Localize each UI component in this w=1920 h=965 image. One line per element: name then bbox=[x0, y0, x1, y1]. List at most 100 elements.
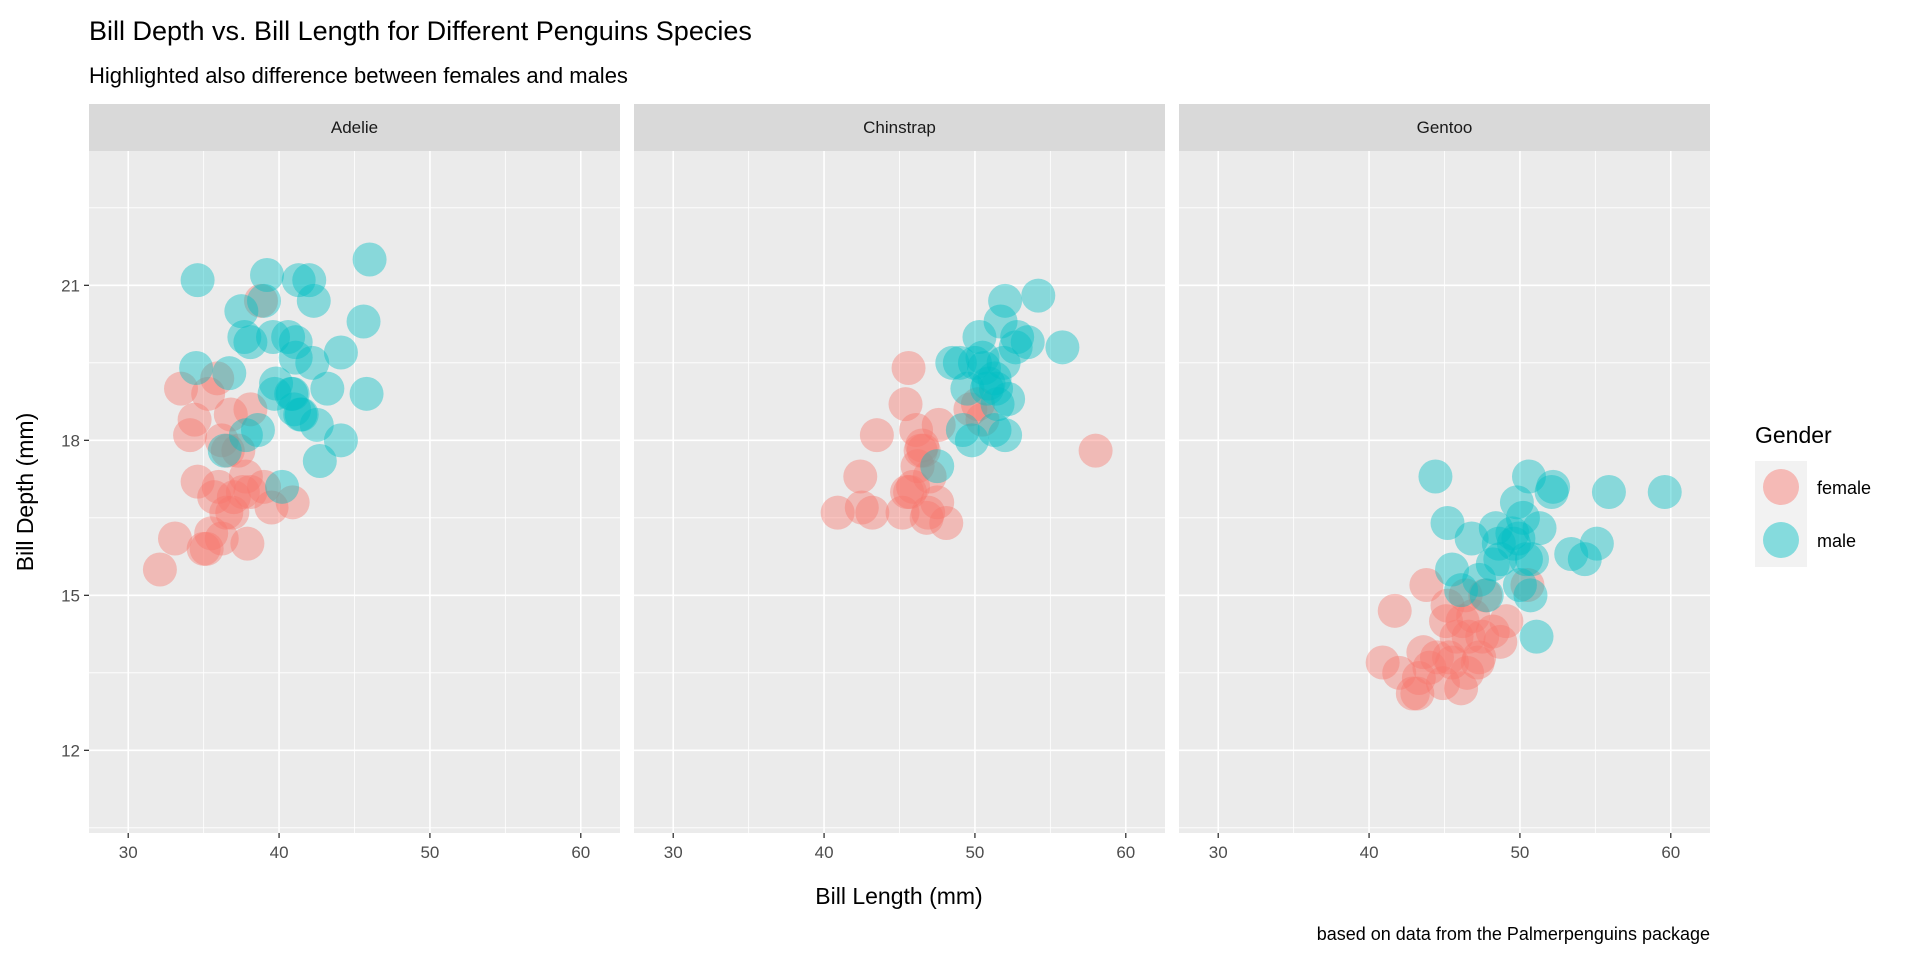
point-male bbox=[1514, 542, 1549, 577]
point-male bbox=[942, 345, 977, 380]
point-male bbox=[1499, 485, 1534, 520]
point-male bbox=[979, 371, 1014, 406]
y-tick-label: 15 bbox=[61, 586, 80, 605]
point-female bbox=[1425, 666, 1460, 701]
facet-adelie: Adelie 30 40 50 60 bbox=[89, 104, 620, 862]
point-male bbox=[1591, 475, 1626, 509]
point-female bbox=[204, 423, 239, 458]
legend-label-female: female bbox=[1817, 478, 1871, 498]
point-female bbox=[1510, 568, 1545, 602]
point-female bbox=[180, 464, 215, 499]
point-male bbox=[275, 376, 310, 411]
y-axis: 12 15 18 21 bbox=[61, 276, 89, 760]
point-female bbox=[1445, 604, 1480, 639]
point-female bbox=[903, 433, 938, 468]
point-female bbox=[1382, 655, 1417, 690]
point-male bbox=[1000, 320, 1035, 354]
point-male bbox=[212, 356, 247, 391]
point-female bbox=[885, 495, 920, 530]
point-male bbox=[935, 345, 970, 380]
point-female bbox=[911, 495, 946, 530]
point-male bbox=[295, 345, 330, 380]
point-female bbox=[1395, 676, 1430, 711]
point-female bbox=[1377, 593, 1412, 628]
point-male bbox=[179, 351, 214, 385]
point-male bbox=[257, 376, 292, 411]
point-female bbox=[893, 475, 928, 509]
point-male bbox=[1495, 516, 1530, 551]
point-female bbox=[275, 485, 310, 520]
point-female bbox=[164, 371, 199, 406]
point-male bbox=[1508, 542, 1543, 577]
point-female bbox=[225, 475, 260, 509]
point-male bbox=[228, 418, 263, 453]
y-axis-title: Bill Depth (mm) bbox=[12, 413, 38, 571]
point-male bbox=[227, 320, 262, 354]
point-male bbox=[323, 423, 358, 458]
point-female bbox=[844, 490, 879, 525]
point-female bbox=[1448, 578, 1483, 613]
point-female bbox=[173, 418, 208, 453]
point-female bbox=[960, 387, 995, 422]
point-male bbox=[1519, 619, 1554, 654]
point-male bbox=[299, 407, 334, 442]
facet-gentoo: Gentoo 30 40 50 60 bbox=[1179, 104, 1710, 862]
point-male bbox=[274, 376, 309, 411]
point-female bbox=[1468, 578, 1503, 613]
legend-key-female bbox=[1755, 461, 1807, 514]
point-male bbox=[240, 413, 275, 447]
point-male bbox=[256, 320, 291, 354]
point-male bbox=[1534, 475, 1569, 509]
point-female bbox=[888, 387, 923, 422]
point-male bbox=[977, 413, 1012, 447]
point-male bbox=[224, 294, 259, 329]
point-male bbox=[250, 258, 285, 292]
point-female bbox=[243, 283, 278, 318]
point-female bbox=[233, 392, 268, 427]
point-male bbox=[965, 340, 1000, 375]
point-male bbox=[283, 397, 318, 432]
point-male bbox=[945, 413, 980, 447]
point-male bbox=[296, 283, 331, 318]
facet-panels: Adelie 30 40 50 60 Chinstrap 30 40 50 60 Gentoo 30 4… bbox=[89, 104, 1710, 862]
y-tick-label: 18 bbox=[61, 431, 80, 450]
point-male bbox=[962, 320, 997, 354]
point-male bbox=[1579, 526, 1614, 561]
point-male bbox=[1567, 542, 1602, 577]
point-female bbox=[1439, 619, 1474, 654]
point-male bbox=[950, 371, 985, 406]
point-female bbox=[891, 351, 926, 385]
point-female bbox=[210, 433, 245, 468]
point-female bbox=[189, 531, 224, 566]
point-male bbox=[1418, 459, 1453, 494]
point-female bbox=[142, 552, 177, 587]
points-layer bbox=[142, 242, 387, 587]
point-female bbox=[1409, 568, 1444, 602]
x-tick-label: 30 bbox=[664, 843, 683, 862]
point-male bbox=[954, 423, 989, 458]
legend-key-male bbox=[1755, 514, 1807, 567]
legend-label-male: male bbox=[1817, 531, 1856, 551]
point-male bbox=[1462, 562, 1497, 597]
point-female bbox=[899, 413, 934, 447]
point-female bbox=[905, 428, 940, 463]
point-male bbox=[1444, 573, 1479, 608]
point-female bbox=[896, 469, 931, 504]
point-male bbox=[986, 345, 1021, 380]
point-female bbox=[953, 392, 988, 427]
point-female bbox=[820, 495, 855, 530]
point-female bbox=[920, 485, 955, 520]
point-male bbox=[349, 376, 384, 411]
point-male bbox=[323, 335, 358, 370]
point-male bbox=[292, 263, 327, 298]
point-male bbox=[988, 283, 1023, 318]
point-male bbox=[278, 325, 313, 360]
point-male bbox=[1010, 325, 1045, 360]
point-male bbox=[991, 382, 1026, 416]
point-male bbox=[277, 392, 312, 427]
point-female bbox=[1435, 645, 1470, 680]
x-tick-label: 60 bbox=[1116, 843, 1135, 862]
legend-swatch-female bbox=[1763, 469, 1799, 505]
point-male bbox=[265, 469, 300, 504]
